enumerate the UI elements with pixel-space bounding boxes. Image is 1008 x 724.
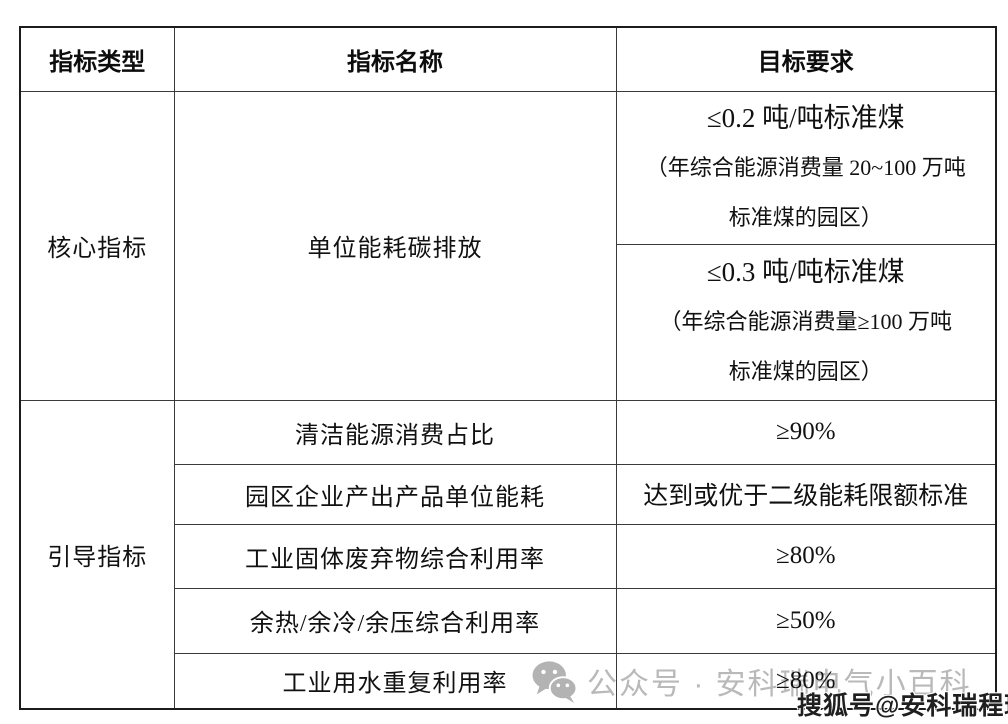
cell-guide-target-2: 达到或优于二级能耗限额标准 <box>615 463 997 525</box>
cell-guide-target-1: ≥90% <box>615 399 997 465</box>
cell-guide-indicator-4: 余热/余冷/余压综合利用率 <box>173 587 617 654</box>
cell-core-indicator-name: 单位能耗碳排放 <box>173 90 617 401</box>
cell-guide-target-4: ≥50% <box>615 587 997 654</box>
cell-core-target-1: ≤0.2 吨/吨标准煤 （年综合能源消费量 20~100 万吨 标准煤的园区） <box>615 90 997 245</box>
target-value: ≤0.3 吨/吨标准煤 <box>706 257 905 287</box>
table-row: 引导指标 清洁能源消费占比 ≥90% <box>19 399 997 710</box>
target-note-line1: （年综合能源消费量 20~100 万吨 <box>645 154 966 180</box>
cell-guide-type: 引导指标 <box>19 399 175 710</box>
cell-core-type: 核心指标 <box>19 90 175 401</box>
cell-guide-target-5: ≥80% <box>615 652 997 710</box>
table-row: ≤0.3 吨/吨标准煤 （年综合能源消费量≥100 万吨 标准煤的园区） <box>20 243 997 401</box>
table-row: 核心指标 单位能耗碳排放 ≤0.2 吨/吨标准煤 （年综合能源消费量 20~10… <box>19 90 997 401</box>
target-note-line2: 标准煤的园区） <box>728 359 883 384</box>
sohu-watermark-text: 搜狐号@安科瑞程瑜 <box>797 692 1008 720</box>
table-header-row: 指标类型 指标名称 目标要求 <box>19 26 997 92</box>
cell-guide-indicator-2: 园区企业产出产品单位能耗 <box>173 463 617 525</box>
target-note-line2: 标准煤的园区） <box>728 204 883 230</box>
indicator-table: 指标类型 指标名称 目标要求 核心指标 单位能耗碳排放 ≤0.2 吨/吨标准煤 … <box>19 26 997 710</box>
table-row: 余热/余冷/余压综合利用率 ≥50% <box>20 587 997 654</box>
target-note-line1: （年综合能源消费量≥100 万吨 <box>659 309 953 334</box>
header-target-requirement: 目标要求 <box>615 26 997 92</box>
cell-guide-indicator-3: 工业固体废弃物综合利用率 <box>173 523 617 589</box>
table-row: 园区企业产出产品单位能耗 达到或优于二级能耗限额标准 <box>20 463 997 525</box>
header-indicator-type: 指标类型 <box>19 26 175 92</box>
target-value: ≤0.2 吨/吨标准煤 <box>706 102 905 133</box>
cell-guide-indicator-5: 工业用水重复利用率 <box>173 652 617 710</box>
cell-guide-target-3: ≥80% <box>615 523 997 589</box>
header-indicator-name: 指标名称 <box>173 26 617 92</box>
cell-core-target-2: ≤0.3 吨/吨标准煤 （年综合能源消费量≥100 万吨 标准煤的园区） <box>615 243 997 401</box>
cell-guide-indicator-1: 清洁能源消费占比 <box>173 399 617 465</box>
